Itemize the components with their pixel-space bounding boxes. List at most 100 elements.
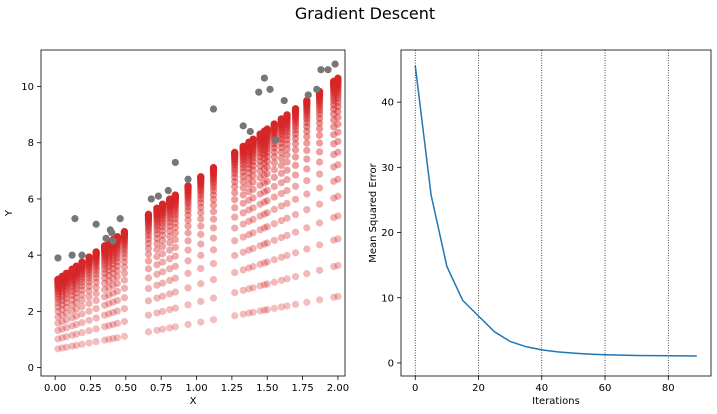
y-tick-label: 4 <box>28 251 34 262</box>
scatter-y-ticks: 0 2 4 6 8 10 <box>21 82 41 374</box>
fit-point <box>260 259 269 267</box>
fit-point <box>249 194 257 202</box>
fit-point <box>101 274 109 282</box>
data-point <box>147 195 155 203</box>
fit-point <box>303 139 311 147</box>
fit-point <box>144 257 153 265</box>
fit-point <box>92 304 100 313</box>
fit-point <box>72 262 80 270</box>
fit-point <box>245 246 253 254</box>
y-tick-label: 30 <box>381 163 394 174</box>
fit-point <box>159 242 167 251</box>
fit-point <box>144 284 153 293</box>
fit-point <box>105 300 113 308</box>
fit-point <box>283 145 291 153</box>
fit-point <box>171 262 179 270</box>
x-tick-label: 0.00 <box>44 383 66 394</box>
fit-point <box>315 219 324 227</box>
data-point <box>324 66 332 74</box>
data-point <box>331 60 339 68</box>
fit-point <box>263 186 271 194</box>
fit-point <box>144 210 153 218</box>
fit-point <box>120 276 129 284</box>
fit-point <box>153 246 161 254</box>
fit-point <box>62 333 71 341</box>
fit-point <box>209 246 218 254</box>
fit-point <box>120 263 129 271</box>
fit-point <box>209 208 218 216</box>
fit-point <box>197 251 205 259</box>
fit-point <box>263 258 271 266</box>
fit-point <box>54 335 62 343</box>
fit-point <box>171 229 179 237</box>
fit-point <box>209 215 218 223</box>
fit-point <box>101 279 109 287</box>
fit-point <box>78 278 86 287</box>
fit-point <box>303 245 311 253</box>
fit-point <box>166 195 174 203</box>
fit-point <box>159 258 167 266</box>
fit-point <box>54 319 62 327</box>
fit-point <box>263 239 271 247</box>
fit-point <box>231 237 239 245</box>
fit-point <box>68 291 76 299</box>
fit-point <box>78 291 86 299</box>
y-tick-label: 8 <box>28 138 34 149</box>
fit-point <box>315 296 324 304</box>
y-tick-label: 0 <box>28 363 34 374</box>
y-tick-label: 20 <box>381 228 394 239</box>
fit-point <box>171 243 179 251</box>
fit-point <box>68 284 76 292</box>
fit-point <box>62 303 71 312</box>
fit-point <box>334 137 342 146</box>
fit-point <box>315 131 324 139</box>
fit-point <box>171 236 179 244</box>
fit-point <box>58 305 66 314</box>
fit-point <box>291 249 300 257</box>
fit-point <box>277 115 285 123</box>
fit-point <box>78 296 86 304</box>
data-point <box>260 74 269 82</box>
fit-point <box>92 296 100 305</box>
fit-point <box>334 175 342 183</box>
fit-point <box>334 192 342 200</box>
fit-point <box>239 233 247 241</box>
fit-point <box>260 179 269 187</box>
x-tick-label: 80 <box>662 383 675 394</box>
fit-point <box>62 343 71 351</box>
fit-point <box>62 269 71 277</box>
y-tick-label: 10 <box>21 82 34 93</box>
fit-point <box>260 210 269 218</box>
fit-point <box>245 309 253 317</box>
fit-point <box>270 304 278 312</box>
data-point <box>116 215 124 223</box>
fit-point <box>68 314 76 322</box>
fit-point <box>315 200 324 208</box>
fit-point <box>283 158 291 166</box>
mse-x-axis-label: Iterations <box>532 396 580 407</box>
fit-point <box>209 234 218 242</box>
fit-point <box>231 196 239 204</box>
fit-point <box>68 322 76 330</box>
fit-point <box>72 305 80 313</box>
fit-point <box>109 308 117 317</box>
fit-point <box>197 280 205 288</box>
fit-point <box>270 173 278 181</box>
fit-point <box>283 151 291 159</box>
fit-point <box>184 284 192 292</box>
fit-point <box>330 293 338 301</box>
fit-point <box>197 203 205 211</box>
data-point <box>280 96 288 105</box>
fit-point <box>277 154 285 163</box>
fit-point <box>231 189 239 197</box>
data-point <box>239 122 247 130</box>
fit-point <box>184 211 192 219</box>
data-point <box>164 186 172 195</box>
fit-point <box>184 301 192 309</box>
fit-point <box>270 205 278 213</box>
fit-point <box>249 284 257 292</box>
mse-y-ticks: 0 10 20 30 40 <box>381 98 401 369</box>
fit-point <box>92 274 100 282</box>
fit-point <box>283 111 291 119</box>
